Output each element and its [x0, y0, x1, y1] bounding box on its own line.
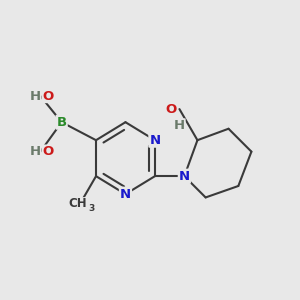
Text: 3: 3 [88, 204, 94, 213]
Text: H: H [29, 145, 40, 158]
Text: H: H [29, 89, 40, 103]
Text: H: H [174, 119, 185, 132]
Text: O: O [42, 89, 53, 103]
Text: N: N [120, 188, 131, 201]
Text: N: N [149, 134, 161, 147]
Text: CH: CH [69, 197, 87, 211]
Text: N: N [179, 170, 190, 183]
Text: O: O [42, 145, 53, 158]
Text: O: O [165, 103, 176, 116]
Text: B: B [57, 116, 67, 129]
